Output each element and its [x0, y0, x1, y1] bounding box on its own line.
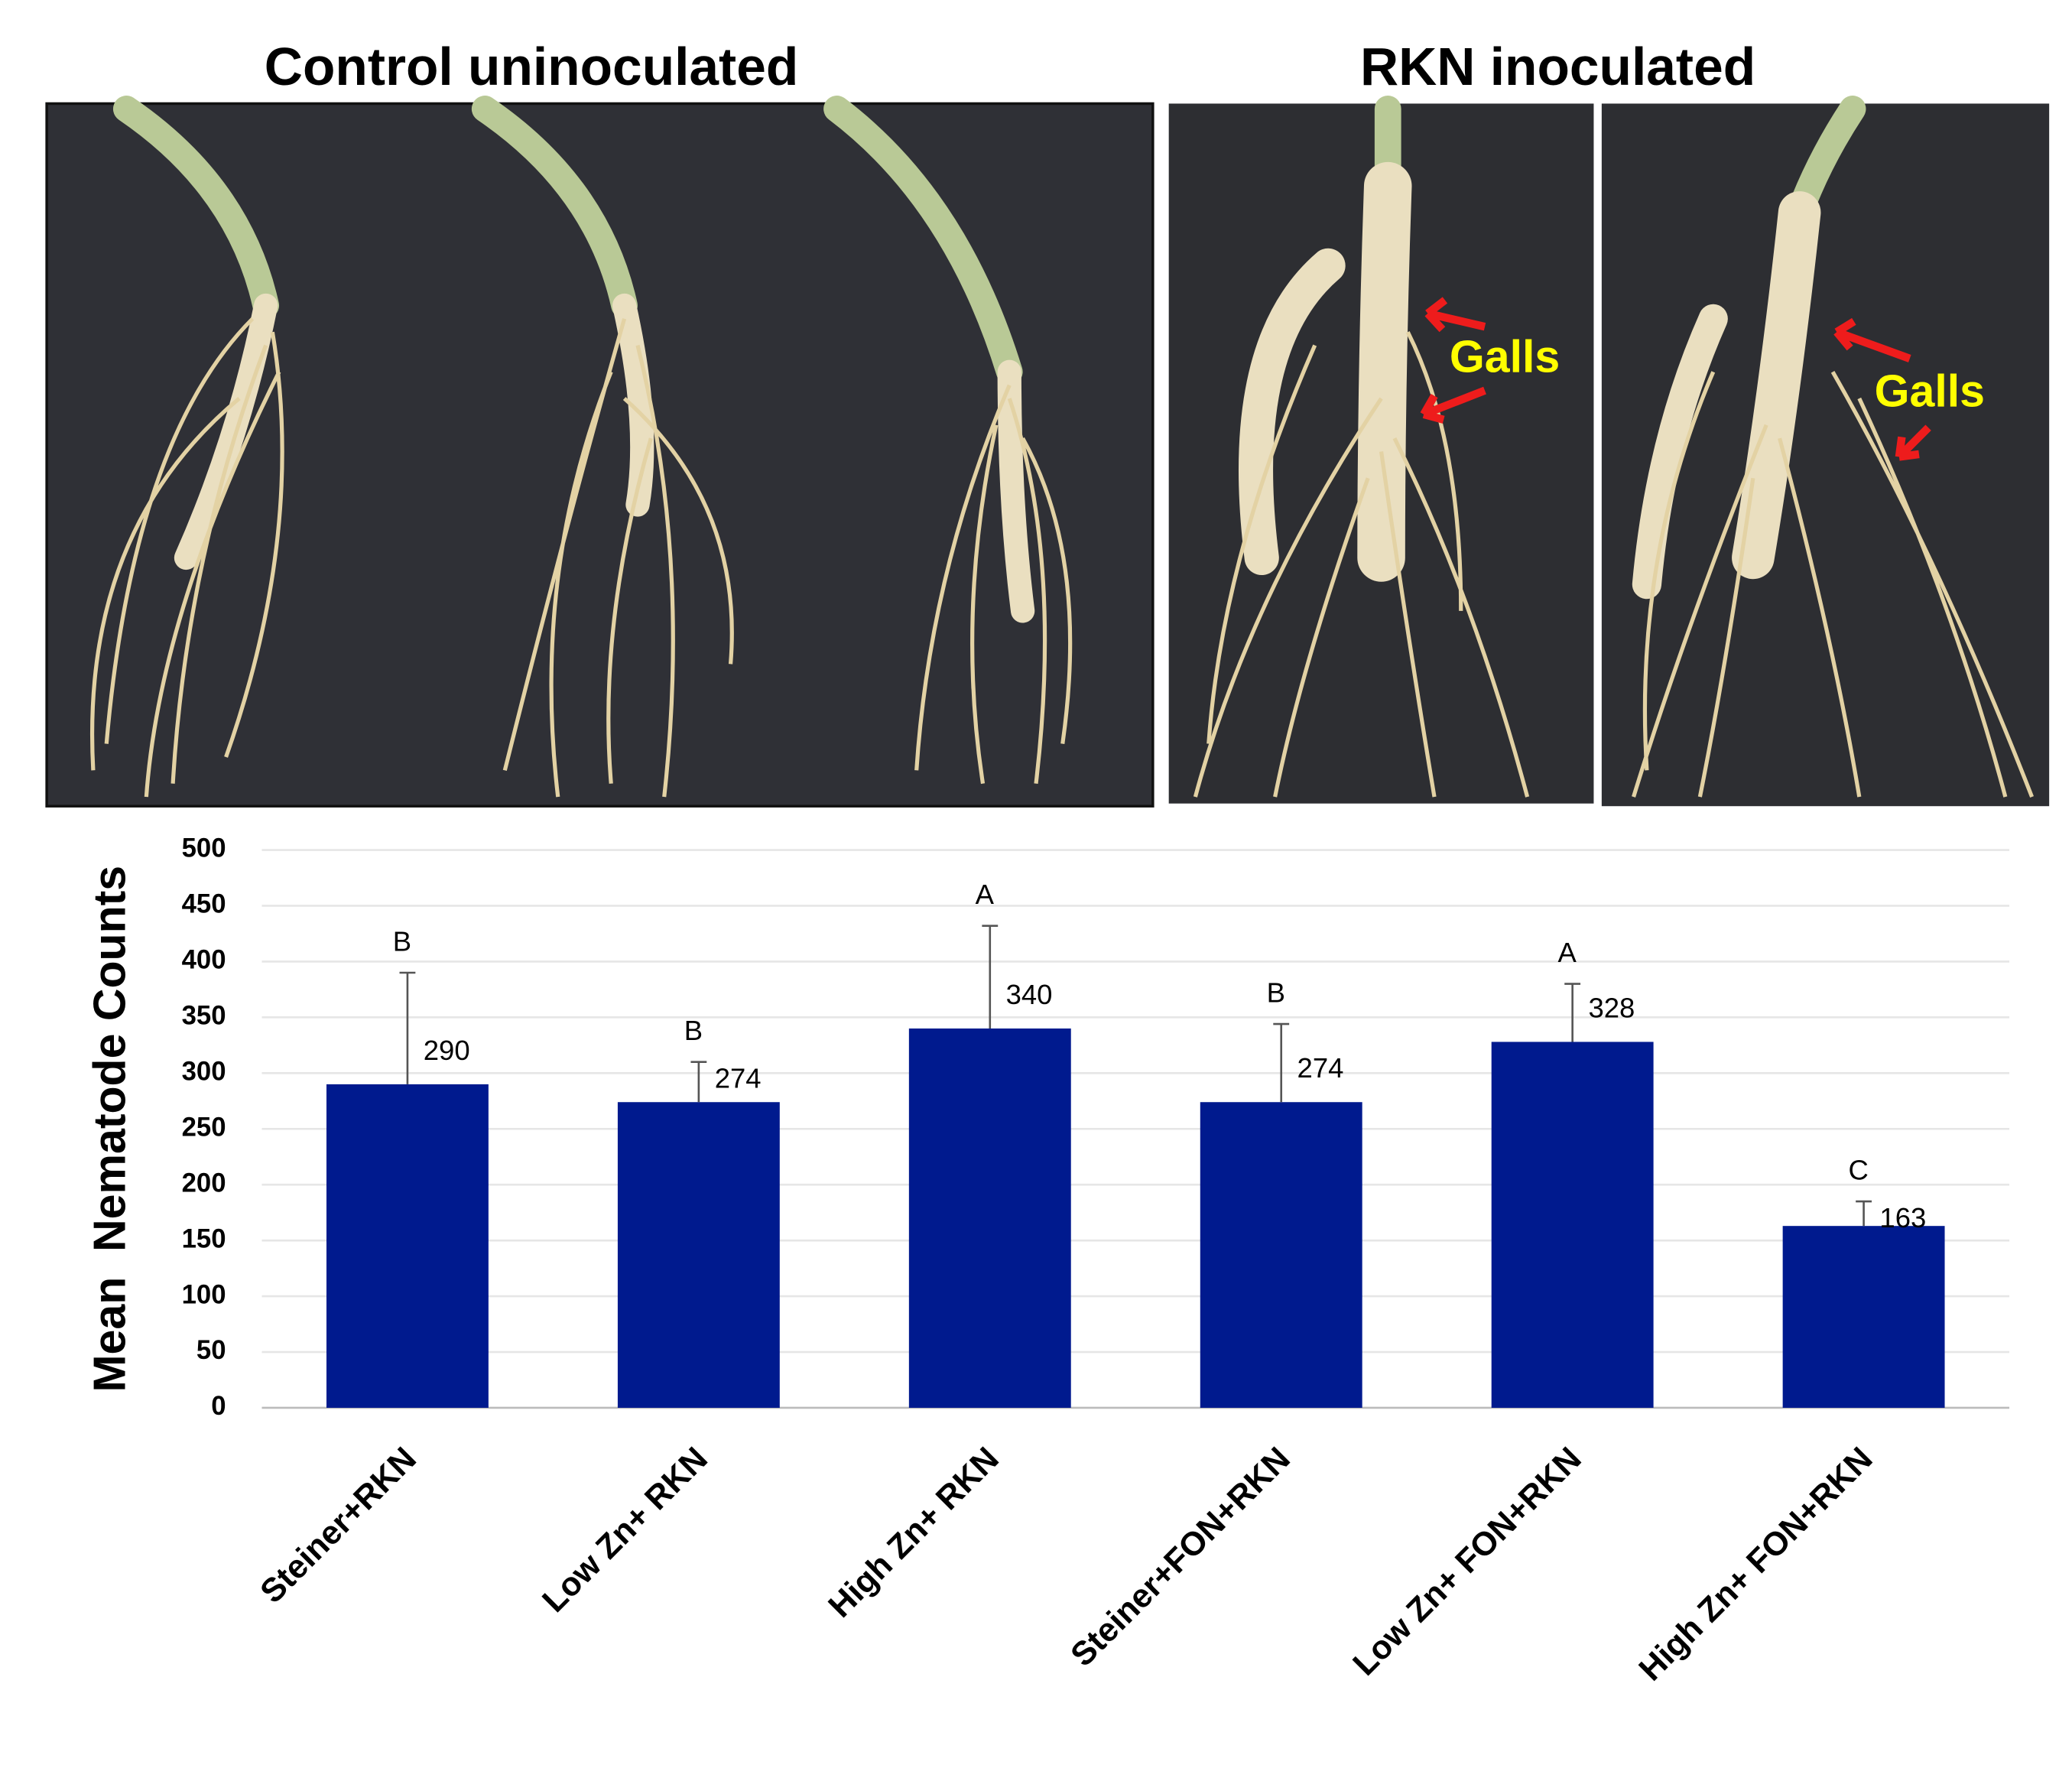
bar: [1200, 1102, 1362, 1408]
significance-letter: C: [1848, 1155, 1868, 1186]
value-label: 274: [1297, 1052, 1344, 1084]
x-tick-label: High Zn+ FON+RKN: [1632, 1441, 1880, 1688]
significance-letter: A: [976, 879, 995, 910]
significance-letter: A: [1558, 937, 1577, 968]
y-tick-label: 0: [211, 1392, 226, 1421]
x-tick-label: High Zn+ RKN: [822, 1441, 1006, 1625]
y-tick-label: 50: [196, 1336, 226, 1365]
value-label: 328: [1588, 992, 1635, 1023]
right-photo-title: RKN inoculated: [1360, 37, 1755, 96]
bar: [1491, 1042, 1654, 1408]
x-tick-label: Steiner+FON+RKN: [1064, 1441, 1297, 1674]
y-tick-label: 450: [182, 890, 226, 919]
y-tick-label: 100: [182, 1280, 226, 1309]
value-label: 163: [1879, 1202, 1926, 1233]
y-tick-label: 400: [182, 946, 226, 975]
value-label: 274: [715, 1063, 762, 1094]
bar: [326, 1084, 489, 1408]
x-tick-label: Steiner+RKN: [253, 1441, 423, 1610]
galls-label: Galls: [1450, 331, 1560, 382]
galls-label: Galls: [1875, 366, 1985, 416]
bar: [617, 1102, 780, 1408]
bar: [1782, 1226, 1945, 1408]
rkn-photo-2: [1601, 96, 2050, 807]
y-tick-label: 350: [182, 1002, 226, 1031]
significance-letter: B: [393, 925, 411, 957]
gall-arrows: [1420, 297, 1931, 461]
rkn-photo-1: [1168, 96, 1594, 804]
y-tick-label: 500: [182, 834, 226, 863]
y-tick-label: 300: [182, 1057, 226, 1086]
value-label: 340: [1006, 979, 1053, 1010]
y-tick-label: 250: [182, 1113, 226, 1142]
left-photo-title: Control uninoculated: [265, 37, 799, 96]
x-tick-label: Low Zn+ FON+RKN: [1346, 1441, 1589, 1683]
significance-letter: B: [1267, 977, 1285, 1009]
y-axis-title: Mean Nematode Counts: [85, 866, 135, 1393]
control-photo: [45, 96, 1155, 808]
bar: [908, 1028, 1071, 1408]
x-tick-label: Low Zn+ RKN: [536, 1441, 715, 1620]
value-label: 290: [424, 1035, 470, 1066]
y-tick-label: 200: [182, 1168, 226, 1198]
y-tick-label: 150: [182, 1224, 226, 1253]
significance-letter: B: [684, 1015, 703, 1046]
